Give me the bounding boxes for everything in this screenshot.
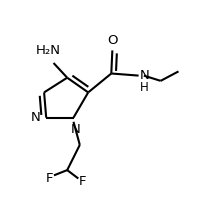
Text: H: H xyxy=(140,81,148,94)
Text: N: N xyxy=(31,111,41,124)
Text: F: F xyxy=(79,175,87,188)
Text: H₂N: H₂N xyxy=(36,44,61,57)
Text: O: O xyxy=(107,34,118,47)
Text: N: N xyxy=(140,69,149,82)
Text: N: N xyxy=(71,123,80,136)
Text: F: F xyxy=(46,172,53,185)
